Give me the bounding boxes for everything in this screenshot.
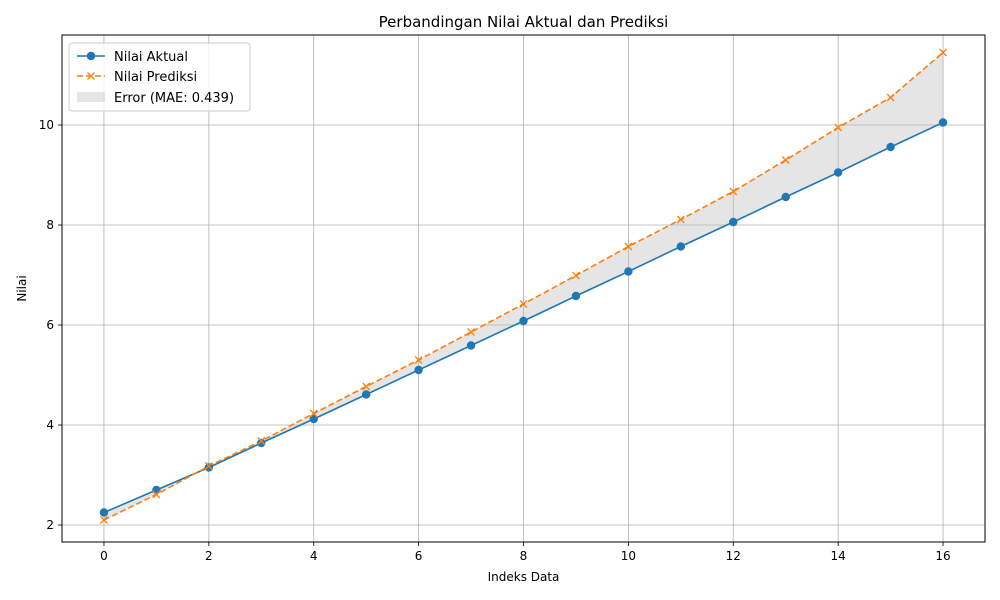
y-tick-label: 4: [46, 418, 54, 432]
data-point-aktual: [833, 168, 843, 177]
legend-marker-prediksi: [87, 72, 95, 80]
data-point-aktual: [729, 217, 738, 227]
x-axis-ticks: 0 2 4 6 8 10 12 14 16: [100, 542, 951, 563]
data-point-prediksi: [939, 48, 948, 57]
x-tick-label: 8: [520, 549, 528, 563]
data-point-prediksi: [729, 187, 738, 196]
data-point-aktual: [204, 463, 214, 472]
y-tick-label: 6: [46, 318, 54, 332]
data-point-prediksi: [309, 409, 318, 418]
data-point-prediksi: [362, 382, 371, 391]
data-point-aktual: [152, 485, 161, 495]
legend-label-error: Error (MAE: 0.439): [114, 91, 234, 106]
data-point-prediksi: [624, 242, 633, 251]
y-tick-label: 2: [46, 518, 54, 532]
y-tick-label: 8: [46, 218, 54, 232]
data-point-prediksi: [152, 490, 161, 499]
data-point-prediksi: [414, 356, 423, 364]
legend-swatch-error: [77, 92, 105, 102]
legend-items: Nilai Aktual Nilai Prediksi Error (MAE: 0.…: [77, 50, 234, 106]
data-point-prediksi: [571, 271, 580, 280]
chart-title: Perbandingan Nilai Aktual dan Prediksi: [379, 13, 669, 31]
legend-marker-aktual: [86, 51, 96, 61]
legend: Nilai Aktual Nilai Prediksi Error (MAE: 0.…: [68, 42, 251, 112]
data-point-aktual: [938, 118, 948, 127]
x-tick-label: 12: [726, 549, 741, 563]
y-axis-label: Nilai: [15, 275, 29, 301]
y-tick-label: 10: [39, 118, 54, 132]
data-point-aktual: [571, 291, 581, 301]
data-point-aktual: [781, 192, 790, 202]
data-point-prediksi: [781, 156, 790, 164]
data-point-aktual: [466, 341, 476, 350]
data-point-prediksi: [204, 462, 213, 470]
series-layer: [99, 48, 948, 524]
data-point-aktual: [624, 267, 633, 276]
data-point-aktual: [886, 142, 895, 152]
data-point-aktual: [414, 365, 423, 375]
data-point-aktual: [257, 438, 266, 448]
legend-label-aktual: Nilai Aktual: [114, 50, 188, 65]
x-tick-label: 10: [621, 549, 636, 563]
x-tick-label: 2: [205, 549, 213, 563]
legend-label-prediksi: Nilai Prediksi: [114, 70, 197, 85]
data-point-aktual: [676, 242, 686, 251]
legend-box: [68, 42, 251, 112]
data-point-aktual: [519, 316, 528, 326]
x-tick-label: 14: [831, 549, 846, 563]
data-point-prediksi: [99, 516, 108, 524]
data-point-aktual: [361, 390, 371, 399]
data-point-prediksi: [834, 123, 843, 132]
data-point-prediksi: [519, 300, 528, 308]
data-point-prediksi: [676, 215, 685, 224]
data-point-prediksi: [886, 93, 895, 102]
x-tick-label: 0: [100, 549, 108, 563]
x-tick-label: 16: [935, 549, 950, 563]
data-point-prediksi: [467, 328, 476, 336]
data-point-prediksi: [257, 437, 266, 445]
x-tick-label: 4: [310, 549, 318, 563]
data-point-aktual: [309, 414, 318, 424]
y-axis-ticks: 2 4 6 8 10: [39, 118, 62, 532]
x-tick-label: 6: [415, 549, 423, 563]
data-point-aktual: [99, 508, 109, 517]
x-axis-label: Indeks Data: [488, 570, 560, 584]
